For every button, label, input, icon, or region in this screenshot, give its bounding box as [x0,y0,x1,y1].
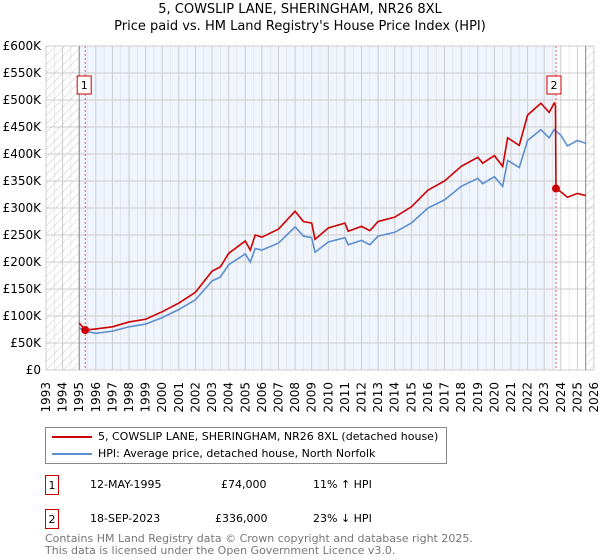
sale-label-box [546,75,562,95]
y-tick-label: £300K [3,201,43,215]
copyright-text: Contains HM Land Registry data © Crown c… [45,532,473,545]
footer: Contains HM Land Registry data © Crown c… [45,533,473,557]
x-tick-label: 2024 [554,382,568,413]
chart-subtitle: Price paid vs. HM Land Registry's House … [114,19,486,34]
y-tick-label: £200K [3,255,43,269]
sale-label-box [76,75,92,95]
x-tick-label: 1994 [56,382,70,413]
x-tick-label: 2007 [271,382,285,413]
legend-label: 5, COWSLIP LANE, SHERINGHAM, NR26 8XL (d… [98,430,439,443]
x-tick-label: 2002 [188,382,202,413]
x-tick-label: 2014 [388,382,402,413]
x-tick-label: 2015 [404,382,418,413]
chart-legend: 5, COWSLIP LANE, SHERINGHAM, NR26 8XL (d… [45,427,448,464]
x-tick-label: 1996 [89,382,103,413]
transaction-row: 2 18-SEP-2023 £336,000 23% ↓ HPI [45,509,545,529]
x-tick-label: 2006 [255,382,269,413]
date: 18-SEP-2023 [90,512,161,525]
hpi-line [78,128,586,335]
x-tick-label: 2011 [338,382,352,413]
y-tick-label: £550K [3,66,43,80]
hpi-diff: 11% ↑ HPI [313,478,372,491]
chart-title: 5, COWSLIP LANE, SHERINGHAM, NR26 8XL [158,2,442,17]
x-tick-label: 2022 [521,382,535,413]
x-tick-label: 1997 [105,382,119,413]
x-tick-label: 2001 [172,382,186,413]
sale-point [81,326,90,335]
x-tick-label: 2018 [454,382,468,413]
x-tick-label: 2013 [371,382,385,413]
legend-item-hpi: HPI: Average price, detached house, Nort… [46,445,438,462]
x-tick-label: 2020 [487,382,501,413]
x-tick-label: 2025 [570,382,584,413]
y-tick-label: £400K [3,147,43,161]
x-tick-label: 1995 [72,382,86,413]
x-tick-label: 2021 [504,382,518,413]
x-tick-label: 2003 [205,382,219,413]
x-tick-label: 2017 [438,382,452,413]
marker-badge: 2 [45,509,59,529]
date: 12-MAY-1995 [90,478,162,491]
y-tick-label: £50K [10,336,42,350]
legend-item-property: 5, COWSLIP LANE, SHERINGHAM, NR26 8XL (d… [46,428,438,445]
x-tick-label: 2023 [537,382,551,413]
x-tick-label: 1998 [122,382,136,413]
y-tick-label: £100K [3,309,43,323]
transaction-row: 1 12-MAY-1995 £74,000 11% ↑ HPI [45,475,545,495]
price: £74,000 [221,478,267,491]
x-tick-label: 2012 [355,382,369,413]
x-tick-label: 2019 [471,382,485,413]
y-tick-label: £450K [3,120,43,134]
sale-point [551,184,560,193]
hpi-diff: 23% ↓ HPI [313,512,372,525]
sale-label: 1 [81,79,88,92]
x-tick-label: 1993 [39,382,53,413]
property-line [78,101,586,331]
y-tick-label: £600K [3,39,43,53]
y-tick-label: £350K [3,174,43,188]
licence-text: This data is licensed under the Open Gov… [45,544,396,557]
x-tick-label: 2008 [288,382,302,413]
x-tick-label: 2010 [321,382,335,413]
x-tick-label: 2009 [305,382,319,413]
x-tick-label: 1999 [139,382,153,413]
marker-badge: 1 [45,475,59,495]
x-tick-label: 2026 [587,382,600,413]
y-tick-label: £0 [26,363,41,377]
sale-label: 2 [550,79,557,92]
y-tick-label: £150K [3,282,43,296]
x-tick-label: 2005 [238,382,252,413]
price: £336,000 [215,512,268,525]
legend-label: HPI: Average price, detached house, Nort… [98,447,376,460]
x-tick-label: 2016 [421,382,435,413]
price-chart: 1993 1994 1995 1996 1997 1998 1999 2000 2001 2002… [3,39,600,413]
y-tick-label: £250K [3,228,43,242]
x-tick-label: 2000 [155,382,169,413]
y-tick-label: £500K [3,93,43,107]
x-tick-label: 2004 [222,382,236,413]
